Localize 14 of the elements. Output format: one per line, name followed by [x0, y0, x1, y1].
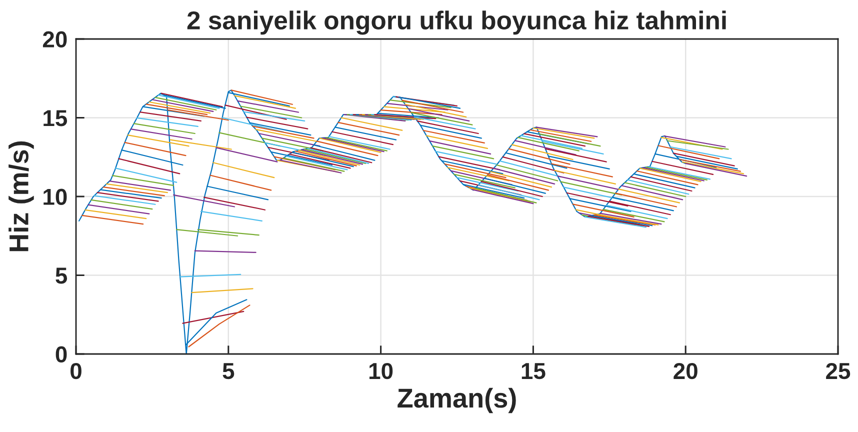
- chart-title: 2 saniyelik ongoru ufku boyunca hiz tahmini: [187, 10, 726, 35]
- x-tick-label: 15: [522, 363, 546, 380]
- x-tick-label: 20: [674, 362, 698, 380]
- x-tick-label: 25: [826, 362, 850, 380]
- y-tick-label: 15: [44, 110, 68, 126]
- x-tick-label: 10: [370, 362, 393, 380]
- y-tick-label: 20: [42, 31, 67, 48]
- y-tick-label: 0: [56, 346, 67, 363]
- x-axis-title: Zaman(s): [398, 388, 516, 414]
- y-axis-title: Hiz (m/s): [8, 141, 34, 252]
- x-tick-label: 5: [222, 363, 234, 380]
- x-tick-label: 0: [70, 362, 82, 380]
- y-tick-label: 5: [56, 268, 68, 284]
- y-tick-label: 10: [44, 188, 67, 206]
